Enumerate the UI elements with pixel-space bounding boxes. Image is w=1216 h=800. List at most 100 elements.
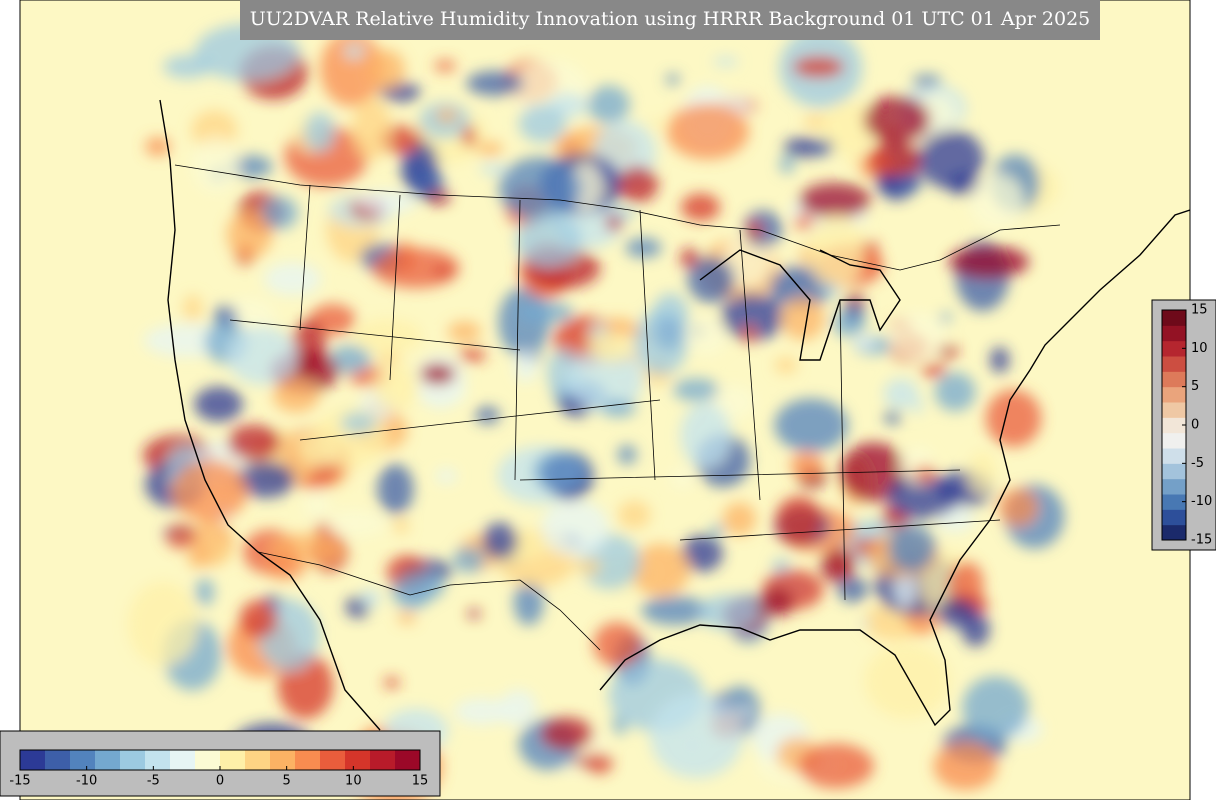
colorbar-segment <box>1162 371 1186 388</box>
field-blob <box>673 378 719 402</box>
colorbar-segment <box>170 750 196 770</box>
field-blob <box>847 155 862 168</box>
field-blob <box>165 523 197 550</box>
field-blob <box>366 49 406 91</box>
field-blob <box>566 348 644 412</box>
field-blob <box>227 424 281 461</box>
innovation-field <box>127 23 1065 800</box>
title-box <box>240 0 1100 40</box>
colorbar-segment <box>20 750 46 770</box>
field-blob <box>435 468 457 484</box>
field-blob <box>631 543 690 598</box>
field-blob <box>195 578 215 606</box>
colorbar-tick-label: 0 <box>1191 418 1199 433</box>
field-blob <box>713 56 739 67</box>
colorbar-tick-label: -15 <box>9 774 30 789</box>
field-blob <box>329 344 372 374</box>
colorbar-tick-label: 10 <box>345 774 362 789</box>
field-blob <box>781 297 825 341</box>
field-blob <box>720 293 785 341</box>
field-blob <box>617 500 651 529</box>
field-blob <box>319 31 383 107</box>
field-blob <box>921 363 947 378</box>
field-blob <box>933 742 998 791</box>
field-blob <box>884 410 901 425</box>
field-blob <box>962 676 1030 740</box>
field-blob <box>625 237 662 258</box>
field-blob <box>794 214 814 230</box>
field-blob <box>340 412 377 434</box>
field-blob <box>194 386 243 422</box>
field-blob <box>393 517 409 534</box>
field-blob <box>697 594 760 630</box>
field-blob <box>373 364 419 410</box>
field-blob <box>820 101 878 156</box>
state-borders <box>229 184 1001 601</box>
field-blob <box>634 309 689 376</box>
field-blob <box>226 210 273 259</box>
colorbar-segment <box>1162 402 1186 418</box>
field-blob <box>799 182 871 219</box>
field-blob <box>710 524 724 538</box>
field-blob <box>482 522 518 559</box>
field-blob <box>499 689 537 728</box>
field-blob <box>649 693 744 779</box>
field-blob <box>741 325 757 344</box>
colorbar-segment <box>395 750 421 770</box>
field-blob <box>887 472 960 520</box>
colorbar-tick-label: -5 <box>147 774 160 789</box>
field-blob <box>680 402 732 469</box>
colorbar-tick-label: 15 <box>412 774 429 789</box>
field-blob <box>533 450 587 492</box>
field-blob <box>226 326 298 386</box>
colorbar-segment <box>1162 417 1186 434</box>
field-blob <box>617 445 637 465</box>
field-blob <box>475 406 501 424</box>
field-blob <box>183 294 203 322</box>
field-blob <box>272 378 320 413</box>
field-blob <box>888 311 947 361</box>
field-blob <box>466 71 524 96</box>
colorbar-tick-label: -10 <box>76 774 97 789</box>
field-blob <box>458 348 487 362</box>
map <box>20 0 1190 800</box>
colorbar-segment <box>370 750 396 770</box>
field-blob <box>372 248 460 289</box>
colorbar-tick-label: 5 <box>1191 379 1199 394</box>
field-blob <box>894 572 918 609</box>
field-blob <box>145 137 171 156</box>
field-blob <box>397 611 416 624</box>
field-blob <box>447 321 482 343</box>
field-blob <box>351 97 392 161</box>
colorbars: -15 -10 -5 0 5 10 15 15 10 5 0 -5 -10 -15 <box>9 303 1212 789</box>
colorbar-segment <box>1162 325 1186 342</box>
field-blob <box>641 595 710 626</box>
field-blob <box>587 85 630 124</box>
field-blob <box>863 95 931 144</box>
colorbar-segment <box>1162 340 1186 357</box>
field-blob <box>969 173 1025 230</box>
field-blob <box>239 599 278 639</box>
field-blob <box>262 196 299 230</box>
field-blob <box>912 74 942 87</box>
colorbar-segment <box>1162 310 1186 326</box>
field-blob <box>722 502 757 536</box>
colorbar-segment <box>295 750 321 770</box>
field-blob <box>514 350 538 383</box>
field-blob <box>420 363 456 385</box>
field-blob <box>383 677 400 689</box>
colorbar-segment <box>245 750 271 770</box>
field-blob <box>783 137 826 158</box>
field-blob <box>666 103 749 160</box>
field-blob <box>864 643 950 719</box>
colorbar-segment <box>145 750 171 770</box>
field-blob <box>998 488 1039 527</box>
field-blob <box>452 546 485 574</box>
field-blob <box>775 496 823 547</box>
colorbar-segment <box>1162 356 1186 372</box>
colorbar-tick-label: -15 <box>1191 533 1212 548</box>
field-blob <box>127 581 199 666</box>
field-blob <box>343 43 365 59</box>
colorbar-segment <box>95 750 121 770</box>
